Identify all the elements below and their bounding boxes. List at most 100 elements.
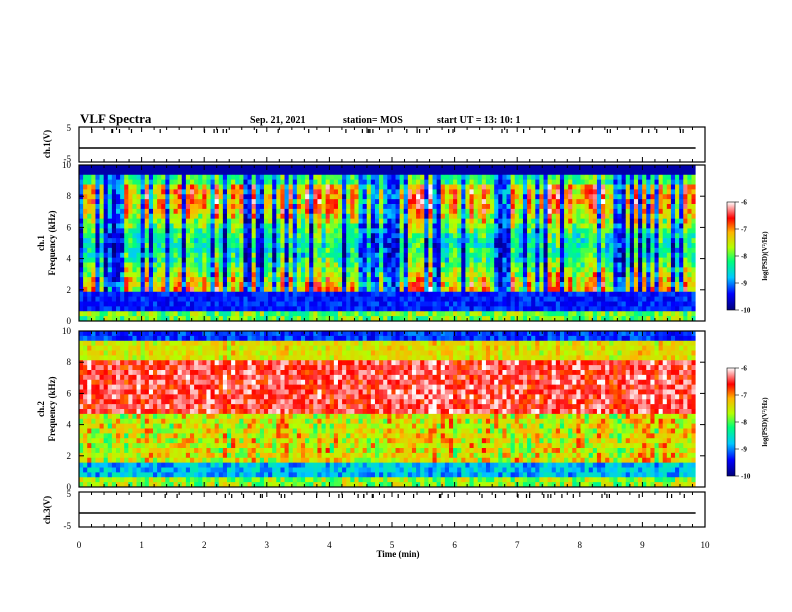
spectrogram-cell [296, 174, 302, 181]
spectrogram-cell [469, 223, 475, 229]
spectrogram-cell [132, 301, 137, 307]
spectrogram-cell [411, 208, 417, 215]
spectrogram-cell [555, 208, 561, 215]
spectrogram-cell [580, 291, 586, 298]
spectrogram-cell [679, 228, 684, 234]
spectrogram-cell [436, 204, 442, 210]
spectrogram-cell [140, 213, 146, 220]
spectrogram-cell [165, 233, 170, 239]
spectrogram-cell [107, 277, 113, 283]
spectrogram-cell [379, 223, 384, 229]
spectrogram-cell [485, 277, 491, 283]
spectrogram-cell [231, 311, 236, 317]
spectrogram-cell [391, 316, 396, 322]
spectrogram-cell [551, 243, 557, 249]
spectrogram-cell [366, 252, 372, 259]
spectrogram-cell [354, 169, 359, 176]
spectrogram-cell [572, 189, 577, 195]
spectrogram-cell [654, 267, 660, 273]
spectrogram-cell [650, 194, 655, 200]
spectrogram-cell [185, 189, 191, 195]
spectrogram-cell [395, 213, 401, 220]
spectrogram-cell [374, 262, 380, 268]
spectrogram-cell [169, 204, 174, 210]
spectrogram-cell [522, 174, 528, 181]
spectrogram-cell [461, 252, 466, 259]
spectrogram-cell [551, 179, 557, 185]
spectrogram-cell [506, 165, 512, 171]
spectrogram-cell [329, 277, 335, 283]
spectrogram-cell [251, 291, 257, 298]
spectrogram-cell [531, 169, 536, 176]
spectrogram-cell [621, 199, 627, 205]
spectrogram-cell [128, 174, 133, 181]
spectrogram-cell [251, 194, 257, 200]
spectrogram-cell [473, 228, 479, 234]
spectrogram-cell [346, 247, 351, 254]
spectrogram-cell [210, 247, 216, 254]
spectrogram-cell [416, 316, 421, 322]
spectrogram-cell [296, 296, 302, 302]
spectrogram-cell [633, 213, 639, 220]
spectrogram-cell [99, 243, 105, 249]
spectrogram-cell [124, 272, 129, 278]
spectrogram-cell [399, 262, 405, 268]
spectrogram-cell [444, 238, 450, 244]
spectrogram-cell [691, 174, 697, 181]
spectrogram-cell [337, 218, 343, 224]
spectrogram-cell [477, 238, 483, 244]
spectrogram-cell [633, 194, 639, 200]
spectrogram-cell [251, 233, 257, 239]
spectrogram-cell [490, 218, 495, 224]
spectrogram-cell [518, 199, 524, 205]
spectrogram-cell [642, 208, 647, 215]
spectrogram-cell [592, 199, 598, 205]
spectrogram-cell [251, 286, 257, 293]
spectrogram-cell [687, 204, 692, 210]
spectrogram-cell [91, 340, 96, 347]
spectrogram-cell [498, 267, 503, 273]
spectrogram-cell [329, 252, 335, 259]
spectrogram-cell [136, 179, 142, 185]
spectrogram-cell [140, 272, 146, 278]
spectrogram-cell [329, 247, 335, 254]
spectrogram-cell [461, 311, 466, 317]
spectrogram-cell [181, 238, 187, 244]
spectrogram-cell [465, 262, 470, 268]
spectrogram-cell [185, 306, 191, 312]
spectrogram-cell [555, 282, 561, 288]
spectrogram-cell [140, 277, 146, 283]
spectrogram-cell [461, 233, 466, 239]
spectrogram-cell [358, 311, 364, 317]
spectrogram-cell [539, 228, 544, 234]
spectrogram-cell [165, 247, 170, 254]
spectrogram-cell [79, 399, 84, 405]
spectrogram-cell [543, 291, 549, 298]
spectrogram-cell [91, 277, 96, 283]
spectrogram-cell [231, 272, 236, 278]
spectrogram-cell [494, 174, 499, 181]
spectrogram-cell [169, 228, 174, 234]
spectrogram-cell [350, 189, 355, 195]
spectrogram-cell [477, 272, 483, 278]
spectrogram-cell [111, 238, 117, 244]
spectrogram-cell [658, 316, 664, 322]
spectrogram-cell [317, 257, 322, 263]
spectrogram-cell [148, 257, 154, 263]
spectrogram-cell [420, 257, 425, 263]
spectrogram-cell [559, 223, 565, 229]
spectrogram-cell [128, 184, 133, 190]
spectrogram-cell [87, 394, 92, 400]
spectrogram-cell [124, 233, 129, 239]
spectrogram-cell [222, 286, 228, 293]
spectrogram-cell [79, 360, 84, 366]
spectrogram-cell [564, 291, 569, 298]
spectrogram-cell [247, 277, 253, 283]
spectrogram-cell [379, 267, 384, 273]
spectrogram-cell [498, 184, 503, 190]
spectrogram-cell [617, 243, 623, 249]
spectrogram-cell [407, 194, 413, 200]
spectrogram-cell [185, 223, 191, 229]
spectrogram-cell [292, 233, 298, 239]
spectrogram-cell [362, 189, 368, 195]
